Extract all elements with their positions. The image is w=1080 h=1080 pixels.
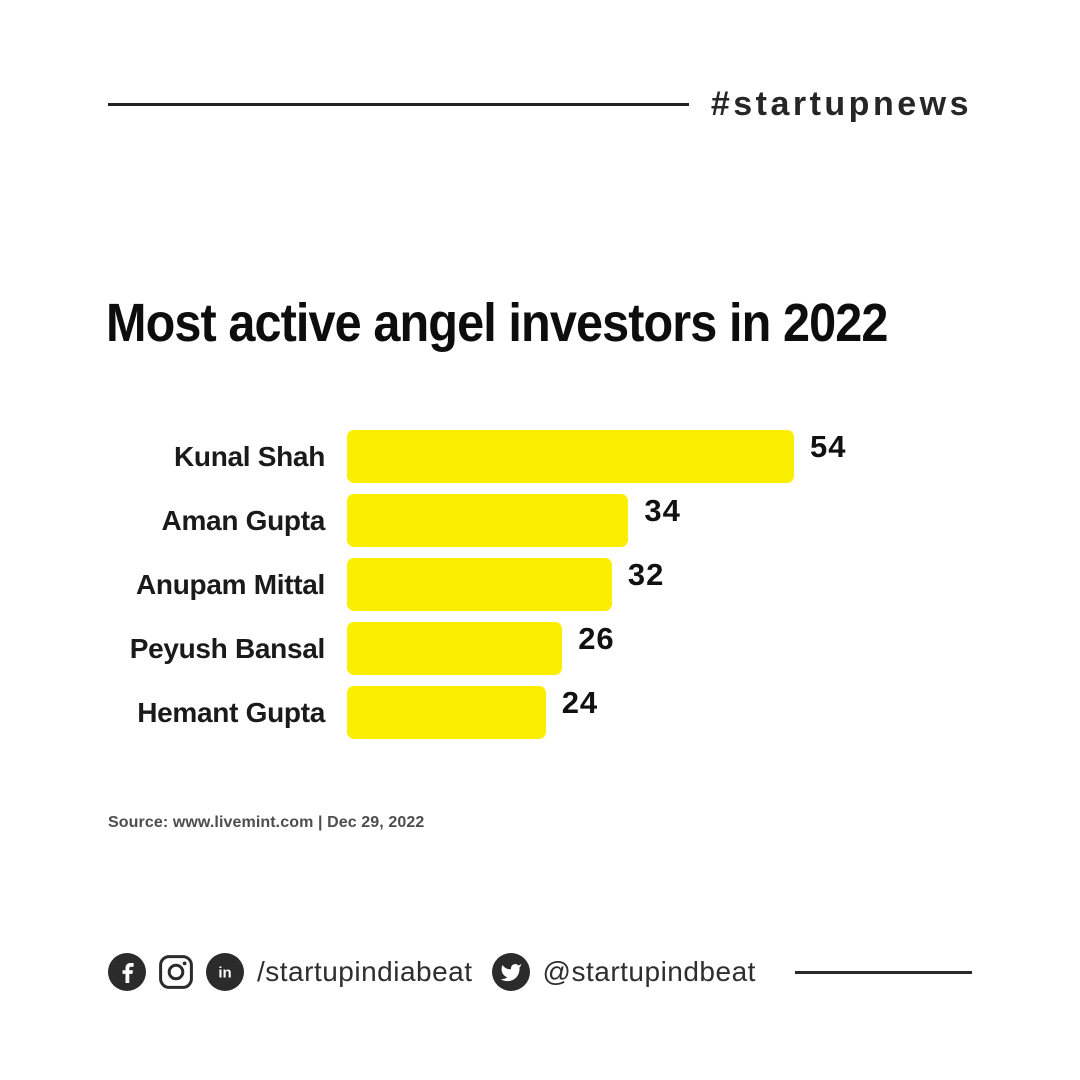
bar-row: Kunal Shah 54 (108, 430, 928, 483)
source-note: Source: www.livemint.com | Dec 29, 2022 (108, 814, 425, 831)
bar-area: 32 (347, 558, 928, 611)
bar-area: 54 (347, 430, 928, 483)
bar (347, 686, 546, 739)
bar-label: Anupam Mittal (136, 568, 325, 600)
header: #startupnews (108, 84, 972, 124)
handle-startupindiabeat[interactable]: /startupindiabeat (257, 956, 473, 987)
footer: in /startupindiabeat @startupindbeat (108, 951, 972, 993)
bar-label: Peyush Bansal (129, 632, 326, 664)
bar-row: Peyush Bansal 26 (108, 622, 928, 675)
bar-value: 32 (627, 557, 665, 592)
bar-row: Hemant Gupta 24 (108, 686, 928, 739)
handle-startupindbeat[interactable]: @startupindbeat (542, 956, 756, 987)
bar-chart: Kunal Shah 54 Aman Gupta 34 Anupam Mittal 32 P… (108, 430, 928, 739)
page-title: Most active angel investors in 2022 (106, 293, 888, 353)
hashtag-label: #startupnews (710, 84, 972, 123)
linkedin-icon[interactable]: in (206, 953, 244, 991)
instagram-icon[interactable] (157, 953, 195, 991)
bar-row: Anupam Mittal 32 (108, 558, 928, 611)
bar (347, 622, 563, 675)
bar (347, 430, 794, 483)
twitter-icon[interactable] (491, 953, 530, 991)
bar (347, 558, 612, 611)
bar-value: 24 (561, 685, 599, 720)
bar-label: Kunal Shah (173, 440, 325, 472)
bar-row: Aman Gupta 34 (108, 494, 928, 547)
header-rule (108, 102, 689, 106)
bar-area: 24 (347, 686, 928, 739)
bar-label: Aman Gupta (161, 504, 326, 536)
bar-area: 26 (347, 622, 928, 675)
facebook-icon[interactable] (108, 953, 146, 991)
twitter-icon-wrap (491, 953, 530, 991)
bar-label: Hemant Gupta (137, 696, 325, 728)
bar-area: 34 (347, 494, 928, 547)
bar-value: 54 (810, 429, 847, 464)
bar-value: 34 (644, 493, 681, 528)
bar-value: 26 (578, 621, 615, 656)
svg-text:in: in (218, 965, 231, 982)
bar (347, 494, 629, 547)
footer-rule (794, 970, 972, 974)
